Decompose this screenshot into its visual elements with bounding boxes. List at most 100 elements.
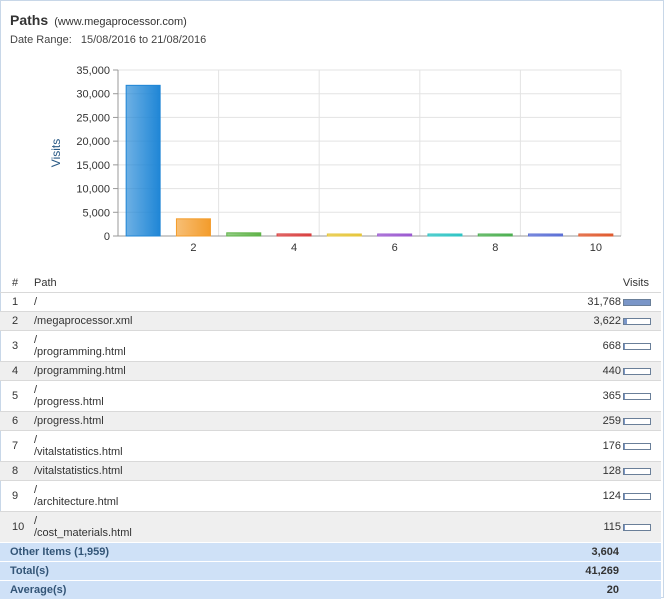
path-segment[interactable]: /progress.html [34,396,389,408]
report-header: Paths (www.megaprocessor.com) Date Range… [10,12,206,46]
date-range-value: 15/08/2016 to 21/08/2016 [81,34,206,46]
visits-bar-fill [624,319,627,324]
visits-value: 3,622 [593,315,621,327]
report-title: Paths [10,12,48,28]
path-segment[interactable]: /megaprocessor.xml [34,315,389,327]
y-tick-label: 30,000 [76,89,110,101]
bar-4 [277,234,311,236]
col-header-num: # [0,274,34,293]
bar-6 [378,234,412,236]
y-axis-label: Visits [49,139,63,167]
path-segment[interactable]: /programming.html [34,365,389,377]
visits-bar [623,524,651,531]
path-segment[interactable]: /architecture.html [34,496,389,508]
report-title-line: Paths (www.megaprocessor.com) [10,12,206,28]
path-segment[interactable]: / [34,296,389,308]
visits-bar [623,318,651,325]
x-tick-label: 4 [291,242,297,254]
y-tick-label: 20,000 [76,136,110,148]
row-visits: 3,622 [389,312,661,331]
row-path: //vitalstatistics.html [34,431,389,462]
visits-bar [623,418,651,425]
row-number: 7 [0,431,34,462]
table-row[interactable]: 3//programming.html 668 [0,331,661,362]
visits-value: 124 [603,490,621,502]
row-number: 2 [0,312,34,331]
row-number: 10 [0,512,34,543]
path-segment[interactable]: /programming.html [34,346,389,358]
path-segment[interactable]: / [34,484,389,496]
visits-bar [623,343,651,350]
x-tick-label: 6 [392,242,398,254]
row-visits: 31,768 [389,293,661,312]
bar-2 [176,219,210,236]
visits-bar-fill [624,344,625,349]
y-tick-label: 25,000 [76,112,110,124]
bar-10 [579,234,613,236]
row-path: //architecture.html [34,481,389,512]
row-number: 1 [0,293,34,312]
visits-bar [623,368,651,375]
path-segment[interactable]: /cost_materials.html [34,527,389,539]
row-number: 9 [0,481,34,512]
path-segment[interactable]: /vitalstatistics.html [34,465,389,477]
row-path: /programming.html [34,362,389,381]
table-row[interactable]: 1/ 31,768 [0,293,661,312]
col-header-visits: Visits [389,274,661,293]
row-visits: 124 [389,481,661,512]
visits-value: 128 [603,465,621,477]
visits-bar-chart: 05,00010,00015,00020,00025,00030,00035,0… [0,60,664,260]
bar-8 [478,234,512,236]
path-segment[interactable]: /progress.html [34,415,389,427]
row-number: 4 [0,362,34,381]
row-visits: 176 [389,431,661,462]
row-visits: 115 [389,512,661,543]
row-visits: 259 [389,412,661,431]
summary-label: Total(s) [0,562,389,581]
table-row[interactable]: 2/megaprocessor.xml 3,622 [0,312,661,331]
row-number: 5 [0,381,34,412]
date-range: Date Range: 15/08/2016 to 21/08/2016 [10,34,206,46]
y-tick-label: 10,000 [76,184,110,196]
visits-bar [623,393,651,400]
row-visits: 668 [389,331,661,362]
visits-value: 31,768 [587,296,621,308]
row-number: 3 [0,331,34,362]
path-segment[interactable]: / [34,515,389,527]
row-visits: 365 [389,381,661,412]
x-tick-label: 2 [190,242,196,254]
bar-3 [227,233,261,236]
row-path: /vitalstatistics.html [34,462,389,481]
table-row[interactable]: 6/progress.html 259 [0,412,661,431]
row-path: / [34,293,389,312]
table-row[interactable]: 9//architecture.html 124 [0,481,661,512]
visits-value: 668 [603,340,621,352]
path-segment[interactable]: /vitalstatistics.html [34,446,389,458]
y-tick-label: 5,000 [82,207,110,219]
summary-row: Total(s)41,269 [0,562,661,581]
bar-7 [428,234,462,236]
visits-value: 440 [603,365,621,377]
path-segment[interactable]: / [34,334,389,346]
visits-bar [623,493,651,500]
path-segment[interactable]: / [34,434,389,446]
date-range-label: Date Range: [10,34,72,46]
bar-9 [529,234,563,236]
summary-label: Other Items (1,959) [0,543,389,562]
row-number: 6 [0,412,34,431]
y-tick-label: 0 [104,231,110,243]
row-path: //progress.html [34,381,389,412]
visits-value: 259 [603,415,621,427]
row-path: //programming.html [34,331,389,362]
table-row[interactable]: 4/programming.html 440 [0,362,661,381]
bar-5 [327,234,361,236]
row-visits: 440 [389,362,661,381]
summary-value: 20 [389,581,661,599]
path-segment[interactable]: / [34,384,389,396]
y-tick-label: 15,000 [76,160,110,172]
